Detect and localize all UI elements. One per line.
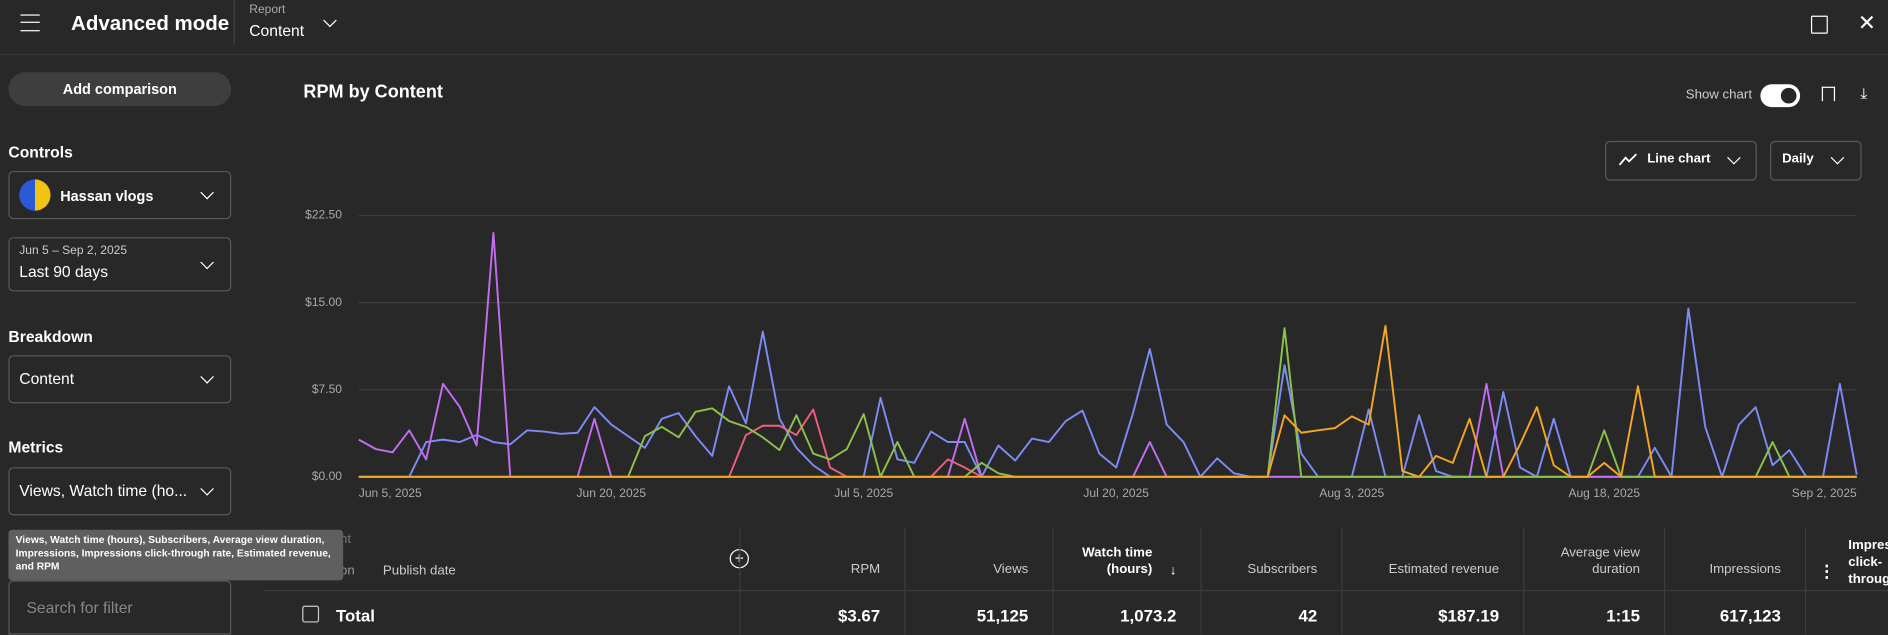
header-border: [0, 54, 1888, 56]
total-watch-time: 1,073.2: [1120, 605, 1177, 625]
line-chart: $0.00 $7.50 $15.00 $22.50 Jun 5, 2025 Jun 20,…: [305, 208, 1858, 500]
col-subscribers[interactable]: Subscribers: [1247, 562, 1318, 577]
x-tick-label: Jul 20, 2025: [1083, 486, 1149, 500]
breakdown-heading: Breakdown: [8, 327, 93, 346]
search-placeholder: Search for filter: [26, 598, 133, 617]
channel-name: Hassan vlogs: [60, 187, 154, 205]
x-tick-label: Aug 3, 2025: [1319, 486, 1384, 500]
series-line: [358, 232, 1857, 478]
chart-type: Line chart: [1647, 151, 1711, 167]
app-title: Advanced mode: [71, 12, 230, 35]
col-sep: [1804, 527, 1807, 635]
y-tick-label: $0.00: [312, 469, 342, 483]
col-rpm[interactable]: RPM: [850, 562, 881, 577]
close-icon[interactable]: ✕: [1857, 10, 1877, 35]
col-watch-time[interactable]: Watch time (hours): [1082, 545, 1153, 577]
col-sep: [1341, 527, 1343, 635]
report-value[interactable]: Content: [249, 21, 305, 40]
col-publish-date[interactable]: Publish date: [382, 563, 456, 578]
col-sep: [904, 527, 906, 635]
x-tick-label: Jun 5, 2025: [359, 486, 422, 500]
y-tick-label: $15.00: [305, 295, 342, 309]
add-comparison[interactable]: Add comparison: [8, 72, 232, 106]
line-icon: [1618, 153, 1638, 166]
total-impressions: 617,123: [1719, 605, 1781, 625]
x-tick-label: Sep 2, 2025: [1792, 486, 1857, 500]
col-impressions[interactable]: Impressions: [1709, 562, 1781, 577]
date-select[interactable]: [8, 237, 232, 292]
total-subscribers: 42: [1298, 605, 1318, 625]
col-sep: [1052, 527, 1054, 635]
breakdown-value: Content: [19, 369, 75, 388]
chart-type-select[interactable]: [1605, 140, 1757, 181]
x-tick-label: Aug 18, 2025: [1568, 486, 1640, 500]
channel-select[interactable]: [8, 170, 232, 220]
y-tick-label: $22.50: [305, 208, 342, 222]
col-revenue[interactable]: Estimated revenue: [1388, 562, 1500, 577]
col-views[interactable]: Views: [993, 562, 1029, 577]
date-range: Jun 5 – Sep 2, 2025: [19, 244, 128, 258]
breakdown-select[interactable]: [8, 355, 232, 404]
col-sep: [1664, 527, 1666, 635]
total-revenue: $187.19: [1438, 605, 1500, 625]
period: Last 90 days: [19, 262, 109, 281]
more-icon[interactable]: ⋮: [1818, 561, 1836, 581]
divider: [233, 0, 235, 45]
interval: Daily: [1782, 151, 1814, 167]
series-line: [358, 324, 1857, 478]
show-chart-toggle[interactable]: [1760, 84, 1801, 108]
interval-select[interactable]: [1770, 140, 1862, 181]
row-sep: [264, 590, 1888, 592]
sort-icon[interactable]: ↓: [1169, 563, 1177, 578]
metrics-value: Views, Watch time (ho...: [19, 481, 188, 500]
show-chart-label: Show chart: [1685, 87, 1753, 103]
col-ctr[interactable]: Impressions click-through rate: [1848, 538, 1888, 590]
report-label: Report: [249, 3, 286, 17]
bookmark-icon[interactable]: [1821, 86, 1836, 102]
y-tick-label: $7.50: [312, 382, 342, 396]
feedback-icon[interactable]: [1810, 15, 1828, 34]
search-box[interactable]: [8, 580, 232, 635]
tooltip: Views, Watch time (hours), Subscribers, …: [8, 529, 344, 581]
controls-heading: Controls: [8, 143, 73, 162]
x-tick-label: Jun 20, 2025: [576, 486, 646, 500]
menu-button[interactable]: [20, 14, 40, 32]
series-line: [358, 307, 1858, 478]
total-views: 51,125: [976, 605, 1029, 625]
checkbox[interactable]: [302, 605, 320, 623]
col-avg-duration[interactable]: Average view duration: [1560, 545, 1640, 577]
total-label: Total: [335, 605, 375, 625]
total-avg-duration: 1:15: [1606, 605, 1640, 625]
x-tick-label: Jul 5, 2025: [834, 486, 893, 500]
download-icon[interactable]: ⤓: [1860, 84, 1868, 103]
metrics-heading: Metrics: [8, 438, 64, 457]
report-chevron[interactable]: [323, 13, 337, 28]
col-sep: [1523, 527, 1525, 635]
col-sep: [1200, 527, 1202, 635]
channel-avatar: [19, 179, 51, 211]
metrics-select[interactable]: [8, 467, 232, 516]
chart-title: RPM by Content: [303, 81, 443, 103]
col-sep: [739, 527, 741, 635]
total-rpm: $3.67: [837, 605, 881, 625]
